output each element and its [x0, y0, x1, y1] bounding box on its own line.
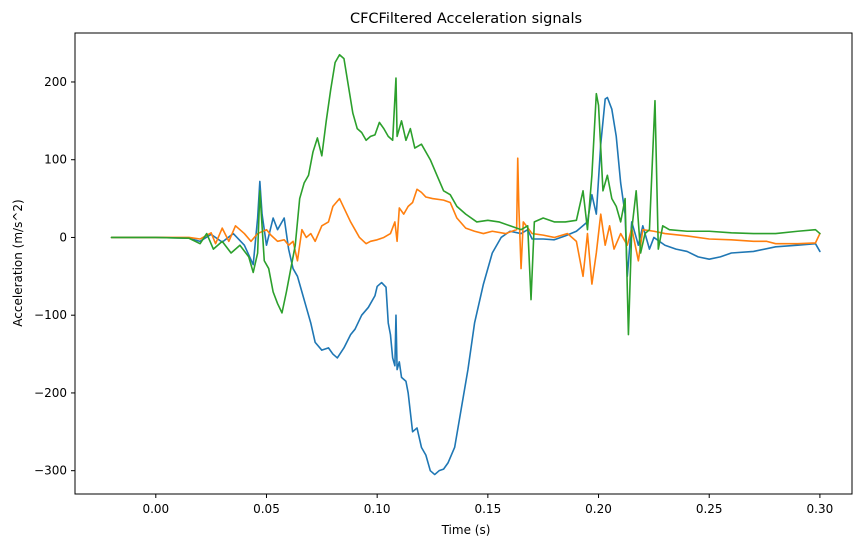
x-tick-label: 0.25 [696, 502, 723, 516]
x-tick-label: 0.15 [474, 502, 501, 516]
y-tick-label: 100 [44, 153, 67, 167]
y-tick-label: −100 [34, 308, 67, 322]
series-line-2 [110, 157, 821, 285]
x-axis-label: Time (s) [441, 523, 491, 537]
y-tick-label: −300 [34, 464, 67, 478]
y-axis-label: Acceleration (m/s^2) [11, 199, 25, 326]
series-line-3 [110, 53, 821, 336]
y-tick-label: −200 [34, 386, 67, 400]
x-tick-label: 0.20 [585, 502, 612, 516]
x-axis: 0.00 0.05 0.10 0.15 0.20 0.25 0.30 [142, 494, 833, 516]
x-tick-label: 0.05 [253, 502, 280, 516]
x-tick-label: 0.00 [142, 502, 169, 516]
y-axis: −300 −200 −100 0 100 200 [34, 75, 75, 478]
x-tick-label: 0.30 [807, 502, 834, 516]
y-tick-label: 200 [44, 75, 67, 89]
x-tick-label: 0.10 [364, 502, 391, 516]
y-tick-label: 0 [59, 230, 67, 244]
axes-frame [74, 32, 853, 495]
plot-area [110, 53, 821, 476]
chart-title: CFCFiltered Acceleration signals [350, 11, 582, 27]
